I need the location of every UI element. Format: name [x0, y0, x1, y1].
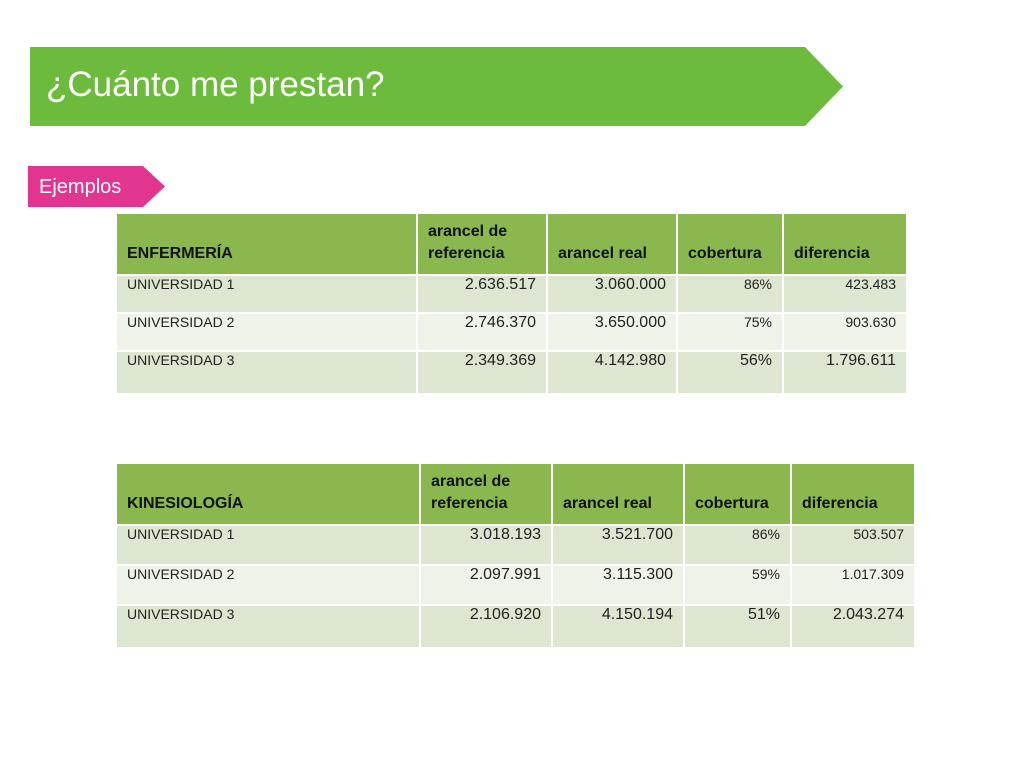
coverage-cell: 75%	[678, 314, 784, 352]
title-banner: ¿Cuánto me prestan?	[30, 47, 843, 126]
examples-tag: Ejemplos	[28, 166, 165, 207]
column-header: arancel real	[548, 214, 678, 276]
reference-fee-cell: 2.636.517	[418, 276, 548, 314]
university-cell: UNIVERSIDAD 2	[117, 566, 421, 606]
difference-cell: 903.630	[784, 314, 908, 352]
real-fee-cell: 3.115.300	[553, 566, 685, 606]
column-header: arancel de referencia	[421, 464, 553, 526]
table-row: UNIVERSIDAD 3 2.106.920 4.150.194 51% 2.…	[117, 606, 916, 649]
real-fee-cell: 4.142.980	[548, 352, 678, 395]
column-header: cobertura	[685, 464, 792, 526]
column-header: diferencia	[792, 464, 916, 526]
reference-fee-cell: 2.106.920	[421, 606, 553, 649]
column-header: ENFERMERÍA	[117, 214, 418, 276]
university-cell: UNIVERSIDAD 1	[117, 276, 418, 314]
difference-cell: 2.043.274	[792, 606, 916, 649]
reference-fee-cell: 2.097.991	[421, 566, 553, 606]
table-row: UNIVERSIDAD 2 2.097.991 3.115.300 59% 1.…	[117, 566, 916, 606]
coverage-cell: 86%	[678, 276, 784, 314]
reference-fee-cell: 2.349.369	[418, 352, 548, 395]
table-header-row: KINESIOLOGÍA arancel de referencia aranc…	[117, 464, 916, 526]
column-header: cobertura	[678, 214, 784, 276]
difference-cell: 423.483	[784, 276, 908, 314]
table-row: UNIVERSIDAD 2 2.746.370 3.650.000 75% 90…	[117, 314, 908, 352]
column-header: arancel de referencia	[418, 214, 548, 276]
table-header-row: ENFERMERÍA arancel de referencia arancel…	[117, 214, 908, 276]
coverage-cell: 56%	[678, 352, 784, 395]
real-fee-cell: 3.650.000	[548, 314, 678, 352]
column-header: KINESIOLOGÍA	[117, 464, 421, 526]
difference-cell: 503.507	[792, 526, 916, 566]
table-row: UNIVERSIDAD 3 2.349.369 4.142.980 56% 1.…	[117, 352, 908, 395]
university-cell: UNIVERSIDAD 2	[117, 314, 418, 352]
difference-cell: 1.017.309	[792, 566, 916, 606]
slide-title: ¿Cuánto me prestan?	[46, 65, 385, 104]
kinesiologia-table: KINESIOLOGÍA arancel de referencia aranc…	[117, 464, 916, 649]
university-cell: UNIVERSIDAD 3	[117, 606, 421, 649]
university-cell: UNIVERSIDAD 1	[117, 526, 421, 566]
coverage-cell: 59%	[685, 566, 792, 606]
coverage-cell: 86%	[685, 526, 792, 566]
table-row: UNIVERSIDAD 1 2.636.517 3.060.000 86% 42…	[117, 276, 908, 314]
column-header: diferencia	[784, 214, 908, 276]
difference-cell: 1.796.611	[784, 352, 908, 395]
real-fee-cell: 4.150.194	[553, 606, 685, 649]
university-cell: UNIVERSIDAD 3	[117, 352, 418, 395]
coverage-cell: 51%	[685, 606, 792, 649]
examples-tag-label: Ejemplos	[39, 176, 122, 198]
real-fee-cell: 3.521.700	[553, 526, 685, 566]
reference-fee-cell: 2.746.370	[418, 314, 548, 352]
column-header: arancel real	[553, 464, 685, 526]
real-fee-cell: 3.060.000	[548, 276, 678, 314]
table-row: UNIVERSIDAD 1 3.018.193 3.521.700 86% 50…	[117, 526, 916, 566]
enfermeria-table: ENFERMERÍA arancel de referencia arancel…	[117, 214, 908, 395]
reference-fee-cell: 3.018.193	[421, 526, 553, 566]
